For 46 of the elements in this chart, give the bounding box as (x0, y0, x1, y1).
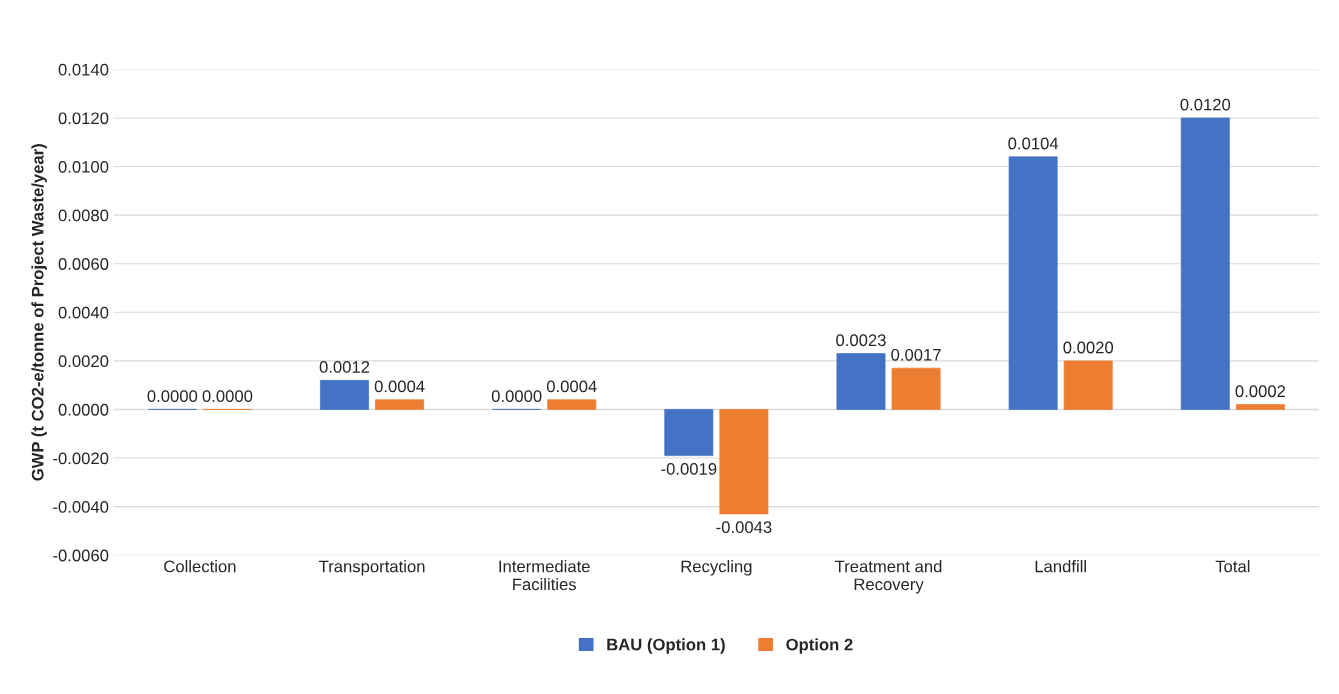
bar (891, 367, 941, 410)
bar (1180, 117, 1230, 410)
data-label: 0.0000 (202, 390, 253, 402)
data-label: 0.0017 (891, 348, 941, 361)
y-tick-label: 0.0140 (58, 63, 109, 76)
data-label: 0.0104 (1008, 137, 1059, 150)
x-tick-label: Treatment and Recovery (835, 560, 942, 594)
y-tick-label: -0.0060 (53, 549, 109, 562)
data-label: -0.0019 (661, 463, 717, 475)
data-label: 0.0000 (147, 390, 198, 402)
data-label: 0.0023 (836, 334, 886, 347)
data-label: 0.0000 (491, 390, 542, 402)
x-tick-label: Landfill (1035, 560, 1086, 573)
legend-label: BAU (Option 1) (607, 638, 725, 654)
data-label: 0.0012 (319, 361, 370, 373)
y-tick-label: 0.0080 (58, 209, 109, 222)
data-label: 0.0002 (1235, 385, 1286, 398)
bar (1063, 360, 1113, 410)
data-label: 0.0004 (374, 380, 425, 393)
bar (320, 379, 369, 410)
bar (375, 399, 425, 410)
y-tick-label: 0.0040 (58, 306, 109, 319)
bar (547, 399, 597, 410)
y-axis-title: GWP (t CO2-e/tonne of Project Waste/year) (31, 144, 47, 481)
x-tick-label: Total (1215, 560, 1250, 573)
y-tick-label: 0.0000 (58, 403, 109, 416)
y-tick-label: 0.0100 (58, 160, 109, 173)
x-tick-label: Transportation (319, 560, 425, 576)
data-label: -0.0043 (716, 521, 772, 534)
data-label: 0.0120 (1180, 98, 1231, 111)
data-label: 0.0004 (546, 380, 597, 393)
y-tick-label: -0.0020 (53, 452, 109, 465)
y-tick-label: 0.0020 (58, 355, 109, 368)
data-label: 0.0020 (1063, 341, 1114, 354)
y-tick-label: 0.0060 (58, 258, 109, 270)
x-tick-label: Intermediate Facilities (499, 560, 590, 591)
x-tick-label: Recycling (681, 560, 752, 576)
bar (664, 409, 714, 456)
x-tick-label: Collection (164, 560, 236, 573)
bar (1008, 156, 1058, 410)
bar (836, 353, 886, 410)
bar (1235, 404, 1285, 410)
y-tick-label: 0.0120 (58, 112, 109, 125)
legend-label: Option 2 (786, 638, 853, 654)
bar (719, 409, 769, 515)
y-tick-label: -0.0040 (53, 501, 109, 513)
